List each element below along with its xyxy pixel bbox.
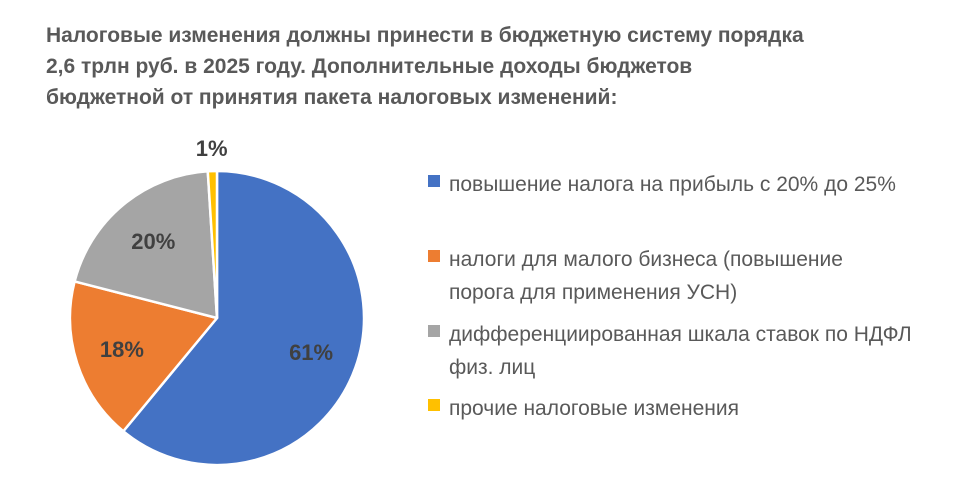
chart-title: Налоговые изменения должны принести в бю… xyxy=(46,24,804,109)
legend-swatch-other xyxy=(428,399,440,411)
legend-item-profit-tax: повышение налога на прибыль с 20% до 25% xyxy=(428,168,948,201)
pie-slice-small-business xyxy=(68,280,219,433)
data-label-profit-tax: 61% xyxy=(289,340,333,365)
legend-swatch-profit-tax xyxy=(428,175,440,187)
pie-slice-other xyxy=(206,169,219,320)
legend-swatch-small-business xyxy=(428,250,440,262)
legend-item-small-business: налоги для малого бизнеса (повышение пор… xyxy=(428,243,898,309)
legend-item-ndfl: дифференциированная шкала ставок по НДФЛ… xyxy=(428,318,948,384)
legend-swatch-ndfl xyxy=(428,325,440,337)
legend-label-ndfl: дифференциированная шкала ставок по НДФЛ… xyxy=(449,323,912,379)
data-label-small-business: 18% xyxy=(100,337,144,362)
data-label-other: 1% xyxy=(196,136,228,161)
pie-slice-ndfl xyxy=(73,170,219,320)
legend-item-other: прочие налоговые изменения xyxy=(428,392,948,425)
legend-label-profit-tax: повышение налога на прибыль с 20% до 25% xyxy=(449,173,896,196)
data-label-ndfl: 20% xyxy=(131,229,175,254)
pie-slice-profit-tax xyxy=(122,169,366,467)
legend-label-small-business: налоги для малого бизнеса (повышение пор… xyxy=(449,248,843,304)
legend-label-other: прочие налоговые изменения xyxy=(449,397,739,420)
